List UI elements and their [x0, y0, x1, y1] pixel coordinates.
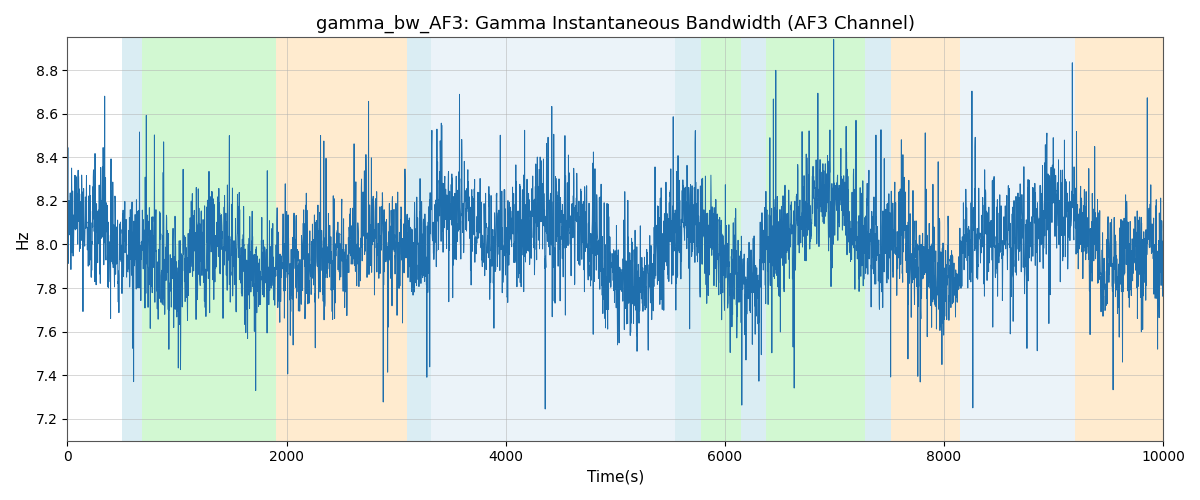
Bar — [701, 38, 742, 440]
Bar — [431, 38, 676, 440]
Bar — [960, 38, 1075, 440]
Bar — [676, 38, 701, 440]
Bar — [1075, 38, 1163, 440]
Bar — [865, 38, 892, 440]
Bar — [892, 38, 960, 440]
Bar — [407, 38, 431, 440]
Y-axis label: Hz: Hz — [16, 230, 30, 249]
Bar — [767, 38, 865, 440]
X-axis label: Time(s): Time(s) — [587, 470, 644, 485]
Bar — [742, 38, 767, 440]
Bar — [122, 38, 142, 440]
Title: gamma_bw_AF3: Gamma Instantaneous Bandwidth (AF3 Channel): gamma_bw_AF3: Gamma Instantaneous Bandwi… — [316, 15, 914, 34]
Bar — [276, 38, 407, 440]
Bar — [142, 38, 276, 440]
